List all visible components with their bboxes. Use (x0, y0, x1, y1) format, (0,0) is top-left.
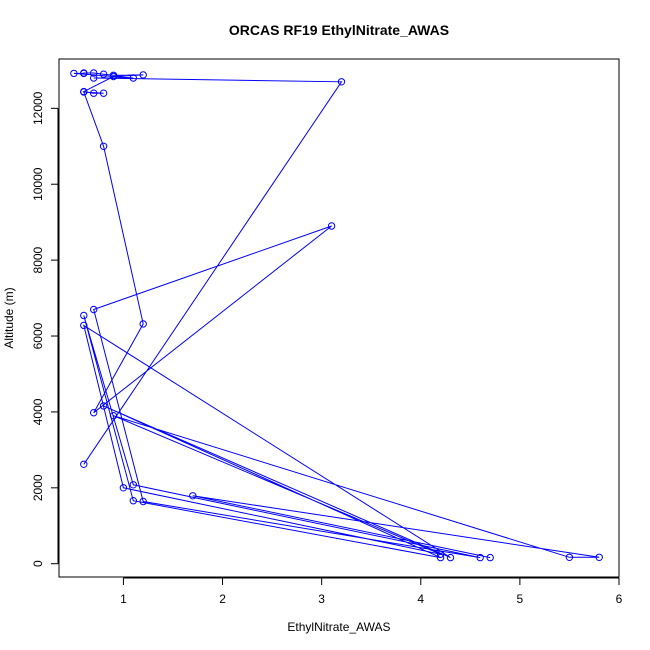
y-axis-label: Altitude (m) (2, 287, 16, 348)
x-tick-label: 5 (517, 592, 524, 606)
series-line (73, 72, 600, 559)
data-point (99, 70, 108, 78)
x-tick-label: 3 (318, 592, 325, 606)
data-point (99, 142, 108, 151)
x-axis: 1 2 3 4 5 6 (120, 577, 623, 606)
data-point (337, 78, 346, 86)
data-point (139, 320, 147, 328)
x-tick-label: 6 (616, 592, 623, 606)
data-point (90, 89, 98, 97)
y-axis: 0 2000 4000 6000 8000 10000 12000 (31, 91, 59, 567)
data-point (80, 311, 88, 320)
x-tick-label: 4 (417, 592, 424, 606)
data-point (90, 69, 98, 77)
y-tick-label: 10000 (31, 167, 45, 201)
data-point (486, 553, 494, 562)
y-tick-label: 0 (31, 560, 45, 567)
plot-frame (58, 58, 620, 578)
y-tick-label: 12000 (31, 91, 45, 125)
data-point (189, 492, 197, 500)
data-point (99, 89, 108, 97)
data-point (80, 69, 88, 77)
x-tick-label: 2 (219, 592, 226, 606)
data-point (436, 553, 445, 562)
data-point (80, 460, 88, 468)
data-point (119, 484, 128, 492)
data-point (109, 412, 118, 420)
data-point (139, 71, 147, 79)
data-point (129, 481, 138, 489)
data-point (90, 305, 98, 314)
data-point (80, 321, 88, 330)
data-point (80, 88, 88, 96)
data-point (129, 497, 138, 505)
data-point (109, 72, 118, 81)
data-point (99, 402, 108, 410)
data-point (90, 409, 98, 417)
x-axis-label: EthylNitrate_AWAS (287, 620, 390, 634)
series-path (73, 72, 600, 559)
data-point (90, 74, 98, 82)
data-point (565, 553, 574, 561)
data-point (129, 74, 138, 82)
y-tick-label: 4000 (31, 398, 45, 425)
data-point (436, 550, 445, 558)
data-point (327, 222, 336, 230)
y-tick-label: 6000 (31, 322, 45, 349)
y-tick-label: 2000 (31, 474, 45, 501)
data-point (476, 553, 484, 562)
data-point (446, 553, 455, 562)
y-tick-label: 8000 (31, 246, 45, 273)
series-markers (70, 69, 603, 562)
data-point (595, 553, 603, 561)
chart-title: ORCAS RF19 EthylNitrate_AWAS (229, 22, 449, 38)
data-point (139, 497, 147, 506)
data-point (70, 69, 78, 78)
x-tick-label: 1 (120, 592, 127, 606)
